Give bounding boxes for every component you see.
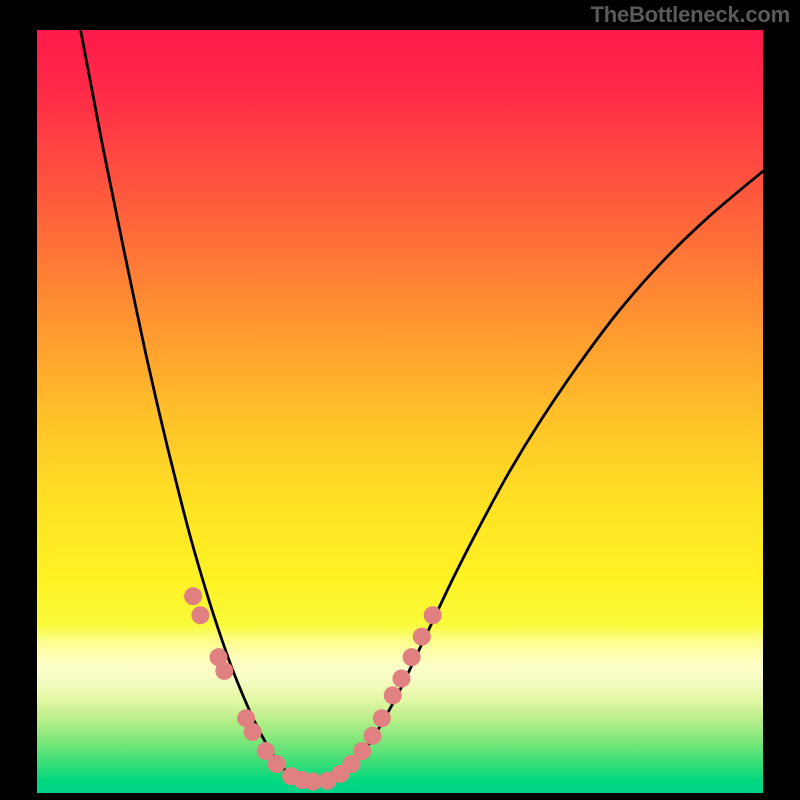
marker-point [215,662,233,680]
marker-point [413,628,431,646]
marker-point [403,648,421,666]
marker-point [191,606,209,624]
marker-point [184,587,202,605]
marker-point [353,742,371,760]
plot-area [37,30,763,793]
attribution-text: TheBottleneck.com [590,2,790,28]
marker-point [392,670,410,688]
marker-point [384,686,402,704]
marker-point [363,727,381,745]
marker-point [244,723,262,741]
marker-point [268,755,286,773]
marker-point [373,709,391,727]
marker-point [424,606,442,624]
chart-container: TheBottleneck.com [0,0,800,800]
